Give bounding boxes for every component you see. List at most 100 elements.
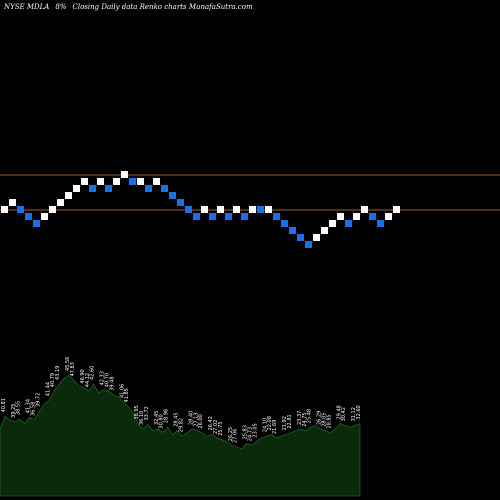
renko-brick-down	[297, 234, 304, 241]
volume-label: 29.48	[336, 405, 342, 419]
renko-brick-down	[273, 213, 280, 220]
renko-brick-up	[249, 206, 256, 213]
volume-label: 41.85	[124, 388, 130, 402]
volume-label: 45.56	[65, 357, 71, 371]
volume-label: 30.80	[159, 414, 165, 428]
renko-brick-up	[393, 206, 400, 213]
volume-label: 46.90	[80, 369, 86, 383]
renko-brick-up	[265, 206, 272, 213]
renko-brick-down	[169, 192, 176, 199]
renko-brick-down	[369, 213, 376, 220]
renko-brick-down	[177, 199, 184, 206]
volume-label: 41.06	[119, 384, 125, 398]
volume-label: 40.81	[1, 398, 7, 412]
renko-brick-up	[385, 213, 392, 220]
renko-brick-down	[305, 241, 312, 248]
renko-brick-down	[281, 220, 288, 227]
volume-label: 21.92	[282, 416, 288, 430]
volume-label: 23.05	[252, 423, 258, 437]
volume-label: 27.06	[233, 429, 239, 443]
volume-label: 32.45	[154, 411, 160, 425]
volume-label: 47.83	[70, 362, 76, 376]
renko-brick-up	[73, 185, 80, 192]
volume-label: 40.79	[50, 373, 56, 387]
volume-label: 22.08	[267, 416, 273, 430]
renko-brick-up	[233, 206, 240, 213]
renko-brick-down	[145, 185, 152, 192]
volume-label: 42.33	[100, 371, 106, 385]
volume-label: 41.44	[45, 382, 51, 396]
volume-label: 28.98	[164, 409, 170, 423]
chart-title: NYSE MDLA 8% Closing Daily data Renko char…	[4, 3, 259, 11]
volume-label: 22.81	[287, 414, 293, 428]
renko-brick-up	[313, 234, 320, 241]
renko-brick-down	[289, 227, 296, 234]
renko-brick-up	[121, 171, 128, 178]
volume-label: 38.55	[16, 401, 22, 415]
volume-label: 26.29	[317, 411, 323, 425]
renko-brick-up	[65, 192, 72, 199]
renko-brick-down	[225, 213, 232, 220]
volume-label: 26.25	[228, 427, 234, 441]
renko-brick-up	[321, 227, 328, 234]
renko-brick-up	[1, 206, 8, 213]
volume-label: 36.58	[31, 402, 37, 416]
volume-label: 25.48	[307, 409, 313, 423]
renko-brick-up	[217, 206, 224, 213]
volume-label: 41.34	[26, 399, 32, 413]
renko-brick-down	[17, 206, 24, 213]
volume-label: 25.83	[243, 425, 249, 439]
volume-label: 36.10	[139, 411, 145, 425]
volume-label: 27.13	[193, 412, 199, 426]
volume-label: 28.05	[321, 412, 327, 426]
renko-brick-down	[89, 185, 96, 192]
volume-label: 28.40	[188, 411, 194, 425]
volume-label: 25.75	[218, 421, 224, 435]
volume-label: 32.60	[356, 405, 362, 419]
volume-label: 43.19	[55, 366, 61, 380]
renko-brick-up	[57, 199, 64, 206]
volume-label: 39.72	[35, 393, 41, 407]
renko-brick-down	[33, 220, 40, 227]
volume-label: 24.73	[248, 427, 254, 441]
renko-brick-up	[97, 178, 104, 185]
volume-label: 28.85	[326, 414, 332, 428]
renko-brick-down	[25, 213, 32, 220]
renko-brick-up	[9, 199, 16, 206]
volume-label: 42.60	[90, 366, 96, 380]
volume-label: 27.02	[213, 420, 219, 434]
volume-label: 33.72	[144, 406, 150, 420]
volume-label: 40.70	[104, 373, 110, 387]
renko-brick-up	[353, 213, 360, 220]
renko-brick-down	[209, 213, 216, 220]
renko-brick-down	[185, 206, 192, 213]
volume-label: 26.00	[198, 414, 204, 428]
volume-label: 44.12	[85, 373, 91, 387]
renko-brick-up	[361, 206, 368, 213]
renko-brick-down	[345, 220, 352, 227]
renko-brick-down	[377, 220, 384, 227]
renko-brick-up	[41, 213, 48, 220]
renko-brick-up	[201, 206, 208, 213]
volume-area	[0, 374, 361, 497]
volume-label: 30.42	[341, 407, 347, 421]
volume-label: 38.95	[134, 405, 140, 419]
volume-label: 39.58	[0, 411, 2, 425]
title-text: Closing Daily data Renko charts MunafaSu…	[72, 3, 253, 11]
renko-brick-down	[161, 185, 168, 192]
volume-area-path	[0, 374, 361, 497]
volume-label: 24.75	[302, 412, 308, 426]
renko-brick-up	[329, 220, 336, 227]
volume-label: 39.48	[109, 376, 115, 390]
volume-label: 24.10	[262, 418, 268, 432]
renko-brick-down	[257, 206, 264, 213]
renko-brick-up	[49, 206, 56, 213]
renko-brick-up	[337, 213, 344, 220]
volume-label: 26.42	[208, 416, 214, 430]
volume-label: 31.12	[351, 407, 357, 421]
volume-label: 28.45	[174, 412, 180, 426]
volume-label: 39.25	[11, 403, 17, 417]
change-label: 8%	[55, 3, 67, 11]
